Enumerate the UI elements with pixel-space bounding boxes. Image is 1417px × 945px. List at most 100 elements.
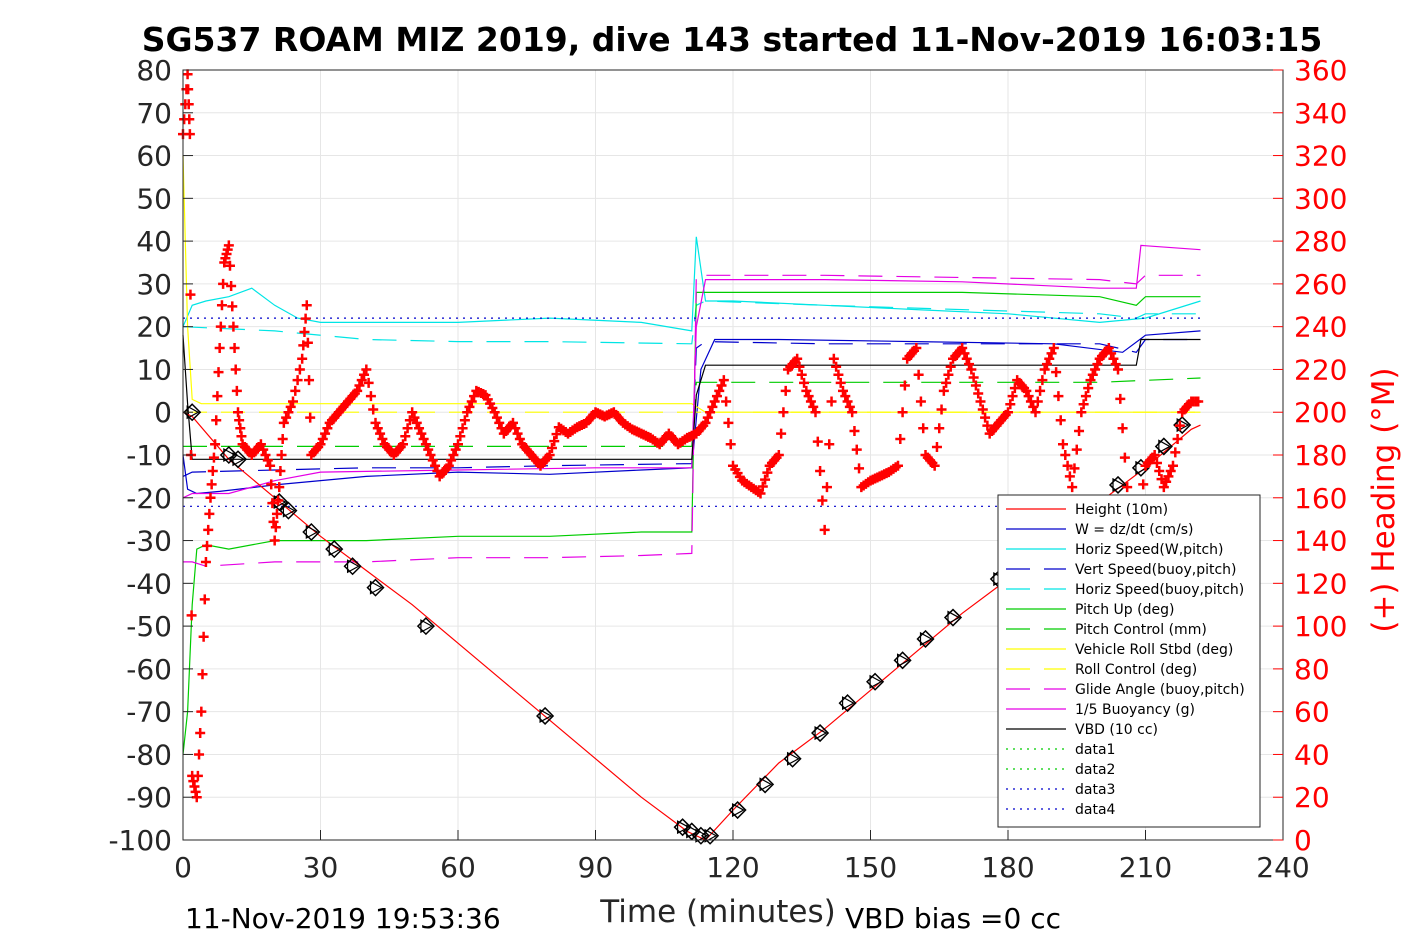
heading-marker bbox=[290, 385, 301, 396]
heading-marker bbox=[799, 377, 810, 388]
heading-marker bbox=[929, 460, 940, 471]
right-tick-label: 340 bbox=[1294, 97, 1347, 130]
heading-marker bbox=[1161, 476, 1172, 487]
heading-marker bbox=[709, 396, 720, 407]
heading-marker bbox=[1048, 343, 1059, 354]
heading-marker bbox=[1122, 482, 1133, 493]
heading-marker bbox=[459, 415, 470, 426]
heading-marker bbox=[808, 401, 819, 412]
heading-marker bbox=[959, 348, 970, 359]
footer-vbd-bias: VBD bias =0 cc bbox=[845, 902, 1061, 935]
heading-marker bbox=[1113, 364, 1123, 375]
y-tick-label: 60 bbox=[136, 140, 172, 173]
y-tick-label: 10 bbox=[136, 353, 172, 386]
y-tick-label: -90 bbox=[126, 781, 172, 814]
heading-marker bbox=[229, 343, 240, 354]
heading-marker bbox=[425, 450, 436, 460]
heading-marker bbox=[1087, 369, 1098, 380]
heading-marker bbox=[938, 385, 949, 396]
heading-marker bbox=[817, 495, 828, 506]
depth-triangle-marker bbox=[731, 803, 745, 818]
heading-marker bbox=[831, 361, 842, 372]
heading-marker bbox=[801, 385, 812, 396]
heading-marker bbox=[819, 524, 830, 535]
heading-marker bbox=[1044, 353, 1055, 364]
right-tick-label: 180 bbox=[1294, 439, 1347, 472]
heading-marker bbox=[1032, 396, 1043, 407]
heading-marker bbox=[1103, 343, 1114, 354]
x-tick-label: 0 bbox=[174, 851, 192, 884]
x-axis-ticks: 0 30 60 90 120 150 180 210 240 bbox=[174, 830, 1310, 884]
heading-marker bbox=[1003, 407, 1013, 418]
heading-marker bbox=[400, 431, 411, 442]
heading-marker bbox=[268, 516, 279, 527]
x-tick-label: 180 bbox=[981, 851, 1034, 884]
heading-marker bbox=[812, 436, 823, 447]
right-tick-label: 60 bbox=[1294, 696, 1330, 729]
heading-marker bbox=[966, 364, 977, 375]
right-tick-label: 140 bbox=[1294, 525, 1347, 558]
heading-marker bbox=[194, 749, 205, 760]
heading-marker bbox=[718, 375, 729, 386]
legend-entry: W = dz/dt (cm/s) bbox=[1075, 522, 1194, 538]
heading-marker bbox=[716, 380, 727, 391]
legend-entry: Glide Angle (buoy,pitch) bbox=[1075, 682, 1245, 698]
heading-marker bbox=[1046, 348, 1057, 359]
heading-marker bbox=[778, 407, 789, 418]
depth-triangle-marker bbox=[841, 696, 855, 711]
heading-marker bbox=[352, 385, 363, 396]
heading-marker bbox=[815, 466, 826, 477]
heading-marker bbox=[1168, 460, 1178, 471]
depth-triangle-marker bbox=[947, 610, 961, 625]
heading-marker bbox=[301, 300, 312, 311]
heading-marker bbox=[805, 396, 816, 407]
heading-marker bbox=[1076, 407, 1087, 418]
x-tick-label: 90 bbox=[578, 851, 614, 884]
heading-marker bbox=[200, 556, 211, 567]
right-tick-label: 240 bbox=[1294, 311, 1347, 344]
heading-marker bbox=[803, 391, 814, 402]
legend-entry: Height (10m) bbox=[1075, 502, 1168, 518]
heading-marker bbox=[184, 129, 195, 140]
heading-marker bbox=[508, 417, 518, 428]
heading-marker bbox=[354, 380, 365, 391]
heading-marker bbox=[975, 396, 986, 407]
heading-marker bbox=[1090, 364, 1101, 375]
heading-marker bbox=[288, 396, 298, 407]
x-tick-label: 30 bbox=[303, 851, 339, 884]
heading-marker bbox=[551, 429, 562, 440]
legend-entry: Vehicle Roll Stbd (deg) bbox=[1075, 642, 1233, 658]
heading-marker bbox=[973, 388, 984, 399]
y-tick-label: -80 bbox=[126, 738, 172, 771]
heading-marker bbox=[895, 433, 906, 444]
right-tick-label: 20 bbox=[1294, 781, 1330, 814]
heading-marker bbox=[305, 412, 316, 423]
heading-marker bbox=[262, 455, 273, 466]
heading-marker bbox=[228, 321, 239, 332]
heading-marker bbox=[828, 353, 839, 364]
heading-marker bbox=[227, 301, 238, 312]
heading-marker bbox=[359, 369, 370, 380]
heading-marker bbox=[840, 391, 851, 402]
heading-marker bbox=[1108, 353, 1119, 364]
heading-marker bbox=[398, 439, 408, 450]
heading-marker bbox=[1067, 482, 1078, 493]
heading-marker bbox=[1055, 415, 1066, 426]
heading-marker bbox=[700, 417, 711, 428]
heading-marker bbox=[208, 452, 219, 463]
heading-marker bbox=[457, 423, 468, 434]
heading-marker bbox=[514, 433, 525, 444]
heading-marker bbox=[842, 396, 853, 407]
heading-marker bbox=[204, 508, 215, 519]
right-tick-label: 320 bbox=[1294, 140, 1347, 173]
heading-marker bbox=[755, 488, 766, 499]
x-tick-label: 240 bbox=[1256, 851, 1309, 884]
heading-marker bbox=[489, 407, 500, 418]
legend-entry: Vert Speed(buoy,pitch) bbox=[1075, 562, 1237, 578]
heading-marker bbox=[276, 450, 287, 460]
heading-marker bbox=[1074, 425, 1085, 436]
legend-entry: Roll Control (deg) bbox=[1075, 662, 1197, 678]
heading-marker bbox=[297, 353, 308, 364]
right-tick-label: 220 bbox=[1294, 353, 1347, 386]
heading-marker bbox=[185, 289, 196, 300]
